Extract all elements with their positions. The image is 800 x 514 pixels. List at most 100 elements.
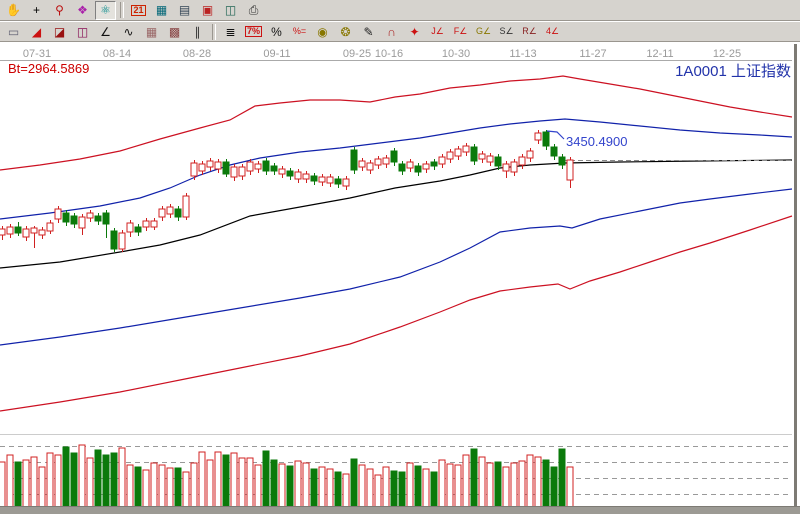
j-line-tool-icon[interactable]: J∠ bbox=[427, 22, 448, 41]
print-tool-icon[interactable]: ⎙ bbox=[243, 0, 264, 20]
brain-analysis-tool-icon[interactable]: ⚛ bbox=[95, 0, 116, 20]
calculator-tool-glyph: ▦ bbox=[155, 3, 168, 17]
candle-body bbox=[126, 222, 134, 233]
candle-body bbox=[158, 208, 166, 218]
gann-fan-tool-icon[interactable]: ◢ bbox=[26, 22, 47, 41]
chart-pane[interactable]: 07-31 08-14 08-28 09-11 09-25 10-16 10-30 11-13… bbox=[0, 44, 797, 508]
volume-bar bbox=[550, 466, 558, 508]
calendar-tool-icon[interactable]: 21 bbox=[128, 0, 149, 20]
volume-bar bbox=[86, 457, 94, 508]
regression-tool-icon[interactable]: R∠ bbox=[519, 22, 540, 41]
volume-bar bbox=[326, 468, 334, 508]
brush-tool-icon[interactable]: ✎ bbox=[358, 22, 379, 41]
candle-body bbox=[198, 163, 206, 172]
golden-lines-tool-icon[interactable]: ❂ bbox=[335, 22, 356, 41]
volume-bar bbox=[318, 466, 326, 508]
candle-body bbox=[454, 148, 462, 157]
candle-body bbox=[30, 227, 38, 234]
x-axis-label: 08-28 bbox=[182, 48, 212, 60]
upper-red-band bbox=[0, 75, 793, 171]
golden-angle-tool-icon[interactable]: G∠ bbox=[473, 22, 494, 41]
x-axis-label: 08-14 bbox=[102, 48, 132, 60]
percent-lines-tool-icon[interactable]: %= bbox=[289, 22, 310, 41]
volume-bar bbox=[334, 471, 342, 508]
candle-body bbox=[254, 163, 262, 170]
zigzag-tool-icon[interactable]: ∿ bbox=[118, 22, 139, 41]
volume-bar bbox=[566, 466, 574, 508]
symbol-title: 1A0001 上证指数 bbox=[675, 60, 791, 81]
f-line-tool-icon[interactable]: F∠ bbox=[450, 22, 471, 41]
volume-bar bbox=[294, 460, 302, 508]
volume-bar bbox=[14, 461, 22, 508]
candle-body bbox=[238, 166, 246, 177]
volume-bar bbox=[462, 454, 470, 508]
percent-tool-icon[interactable]: % bbox=[266, 22, 287, 41]
volume-bar bbox=[142, 469, 150, 508]
candle-body bbox=[102, 212, 110, 225]
volume-bar bbox=[126, 464, 134, 508]
probe-pin-tool-icon[interactable]: ⚲ bbox=[49, 0, 70, 20]
grid-arrow-tool-glyph: ▩ bbox=[168, 24, 181, 39]
candle-body bbox=[550, 146, 558, 157]
candle-body bbox=[334, 178, 342, 185]
wave-band-tool-icon[interactable]: ∩ bbox=[381, 22, 402, 41]
volume-bar bbox=[398, 471, 406, 508]
shaded-fan-tool-glyph: ◪ bbox=[53, 24, 66, 39]
volume-bar bbox=[0, 461, 6, 508]
hand-pan-tool-glyph: ✋ bbox=[6, 3, 21, 17]
trend-lines-tool-glyph: ∠ bbox=[100, 24, 111, 39]
volume-bar bbox=[238, 457, 246, 508]
candle-body bbox=[390, 150, 398, 163]
crosshair-tool-icon[interactable]: + bbox=[26, 0, 47, 20]
candle-body bbox=[214, 161, 222, 170]
box-select-tool-glyph: ▭ bbox=[7, 24, 20, 39]
hand-pan-tool-icon[interactable]: ✋ bbox=[3, 0, 24, 20]
chart-canvas[interactable] bbox=[0, 44, 794, 508]
candle-body bbox=[398, 163, 406, 172]
box-select-tool-icon[interactable]: ▭ bbox=[3, 22, 24, 41]
candle-body bbox=[350, 149, 358, 171]
report-tool-icon[interactable]: ▤ bbox=[174, 0, 195, 20]
save-export-tool-icon[interactable]: ◫ bbox=[220, 0, 241, 20]
wave-band-tool-glyph: ∩ bbox=[387, 24, 396, 39]
speed-line-tool-icon[interactable]: S∠ bbox=[496, 22, 517, 41]
candle-body bbox=[78, 216, 86, 229]
parallel-lines-tool-icon[interactable]: ∥ bbox=[187, 22, 208, 41]
percent-retrace-tool-icon[interactable]: 7% bbox=[243, 22, 264, 41]
volume-bar bbox=[134, 466, 142, 508]
toolbar-separator bbox=[212, 23, 216, 40]
candle-body bbox=[566, 159, 574, 181]
symbol-code: 1A0001 bbox=[675, 63, 727, 80]
grid-tool-icon[interactable]: ▦ bbox=[141, 22, 162, 41]
volume-bar bbox=[230, 452, 238, 508]
symbol-name: 上证指数 bbox=[730, 63, 791, 80]
calculator-tool-icon[interactable]: ▦ bbox=[151, 0, 172, 20]
peak-pointer-line bbox=[546, 130, 565, 140]
quadrant-tool-glyph: 4∠ bbox=[545, 26, 560, 36]
percent-lines-tool-glyph: %= bbox=[292, 26, 307, 36]
trend-lines-tool-icon[interactable]: ∠ bbox=[95, 22, 116, 41]
quadrant-tool-icon[interactable]: 4∠ bbox=[542, 22, 563, 41]
candle-body bbox=[446, 151, 454, 160]
upper-blue-band bbox=[0, 118, 793, 220]
volume-bar bbox=[166, 467, 174, 508]
save-tool-icon[interactable]: ▣ bbox=[197, 0, 218, 20]
candle-body bbox=[326, 176, 334, 184]
golden-section-tool-icon[interactable]: ✦ bbox=[404, 22, 425, 41]
window-bottom-border bbox=[0, 506, 800, 514]
drawing-toolbar: ▭ ◢ ◪ ◫ ∠ ∿ ▦ ▩ ∥ ≣ 7%% %= ◉ ❂ ✎ ∩ ✦ J∠ F∠ G∠ S∠ R∠ 4∠ bbox=[0, 21, 800, 42]
zigzag-tool-glyph: ∿ bbox=[123, 24, 134, 39]
grid-arrow-tool-icon[interactable]: ▩ bbox=[164, 22, 185, 41]
knot-tool-glyph: ❖ bbox=[77, 3, 88, 17]
percent-retrace-tool-glyph: 7% bbox=[244, 26, 262, 37]
golden-circle-tool-icon[interactable]: ◉ bbox=[312, 22, 333, 41]
knot-tool-icon[interactable]: ❖ bbox=[72, 0, 93, 20]
x-axis-label: 11-13 bbox=[509, 48, 537, 60]
fan-box-tool-icon[interactable]: ◫ bbox=[72, 22, 93, 41]
candle-body bbox=[302, 173, 310, 180]
scale-ruler-tool-icon[interactable]: ≣ bbox=[220, 22, 241, 41]
volume-bar bbox=[46, 452, 54, 508]
bt-indicator-value: Bt=2964.5869 bbox=[8, 61, 90, 76]
report-tool-glyph: ▤ bbox=[178, 3, 191, 17]
shaded-fan-tool-icon[interactable]: ◪ bbox=[49, 22, 70, 41]
